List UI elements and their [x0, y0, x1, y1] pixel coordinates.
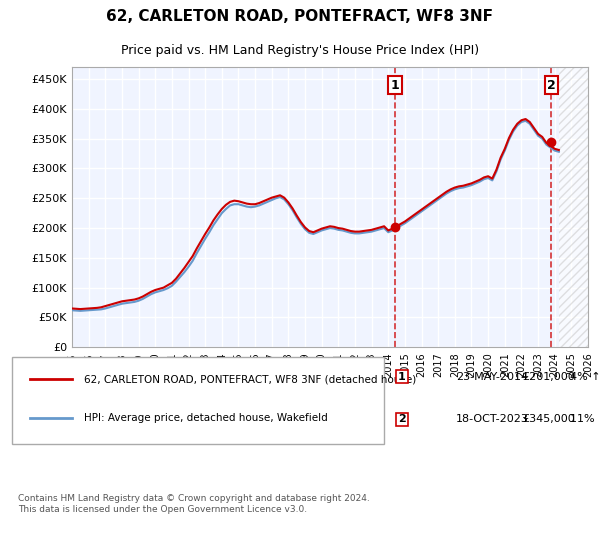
Text: 2: 2 — [547, 78, 556, 92]
Text: 11% ↑ HPI: 11% ↑ HPI — [570, 414, 600, 424]
Text: Price paid vs. HM Land Registry's House Price Index (HPI): Price paid vs. HM Land Registry's House … — [121, 44, 479, 57]
Text: 62, CARLETON ROAD, PONTEFRACT, WF8 3NF: 62, CARLETON ROAD, PONTEFRACT, WF8 3NF — [107, 10, 493, 24]
Text: £345,000: £345,000 — [522, 414, 575, 424]
Text: HPI: Average price, detached house, Wakefield: HPI: Average price, detached house, Wake… — [84, 413, 328, 423]
Bar — [559, 67, 588, 347]
Text: 62, CARLETON ROAD, PONTEFRACT, WF8 3NF (detached house): 62, CARLETON ROAD, PONTEFRACT, WF8 3NF (… — [84, 375, 416, 385]
Text: 18-OCT-2023: 18-OCT-2023 — [456, 414, 529, 424]
Text: 1: 1 — [391, 78, 399, 92]
Text: 2: 2 — [398, 414, 406, 424]
Text: 23-MAY-2014: 23-MAY-2014 — [456, 372, 528, 381]
Text: 4% ↑ HPI: 4% ↑ HPI — [570, 372, 600, 381]
Text: Contains HM Land Registry data © Crown copyright and database right 2024.
This d: Contains HM Land Registry data © Crown c… — [18, 494, 370, 514]
Text: £201,000: £201,000 — [522, 372, 575, 381]
FancyBboxPatch shape — [12, 357, 384, 444]
Text: 1: 1 — [398, 372, 406, 381]
